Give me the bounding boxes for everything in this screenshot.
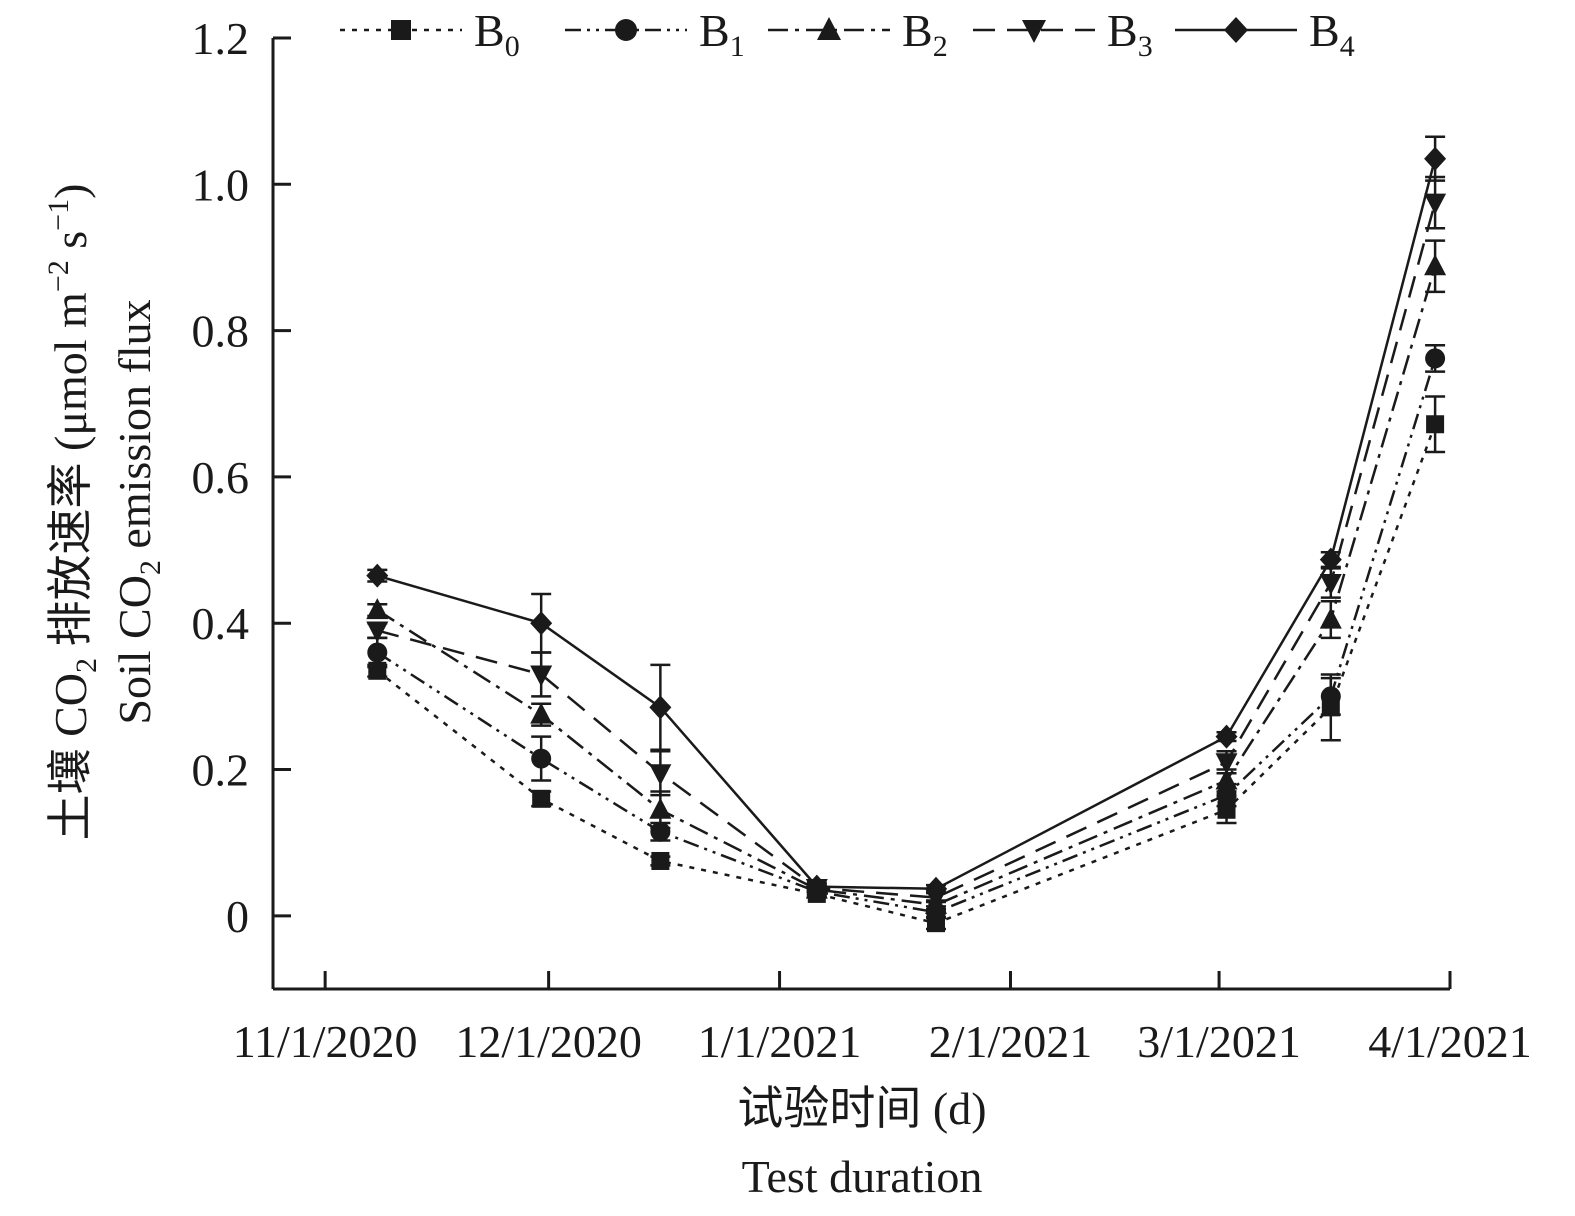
data-point <box>1320 686 1341 707</box>
x-tick-label: 3/1/2021 <box>1137 1016 1301 1067</box>
data-point <box>531 748 552 769</box>
y-title-en-part1: Soil CO <box>109 575 160 725</box>
data-point <box>1426 415 1445 434</box>
y-title-cn-part2: 排放速率 (μmol m <box>45 292 96 658</box>
legend-marker <box>1224 17 1248 43</box>
data-point <box>649 764 672 786</box>
x-axis-title-en: Test duration <box>742 1151 983 1202</box>
data-point <box>924 876 947 901</box>
data-point <box>1425 348 1446 369</box>
data-point <box>1319 573 1342 595</box>
series-B3 <box>366 175 1447 910</box>
data-point <box>1424 146 1447 171</box>
data-point <box>651 851 670 870</box>
legend: B0 B1 B2 B3 B4 <box>340 5 1355 63</box>
y-tick-label: 0.8 <box>192 306 250 357</box>
data-point <box>805 874 828 899</box>
y-tick-label: 0.2 <box>192 745 250 796</box>
x-tick-label: 12/1/2020 <box>455 1016 642 1067</box>
data-point <box>1215 768 1238 790</box>
y-axis-title-cn: 土壤 CO2 排放速率 (μmol m−2 s−1) <box>42 184 103 841</box>
legend-label: B4 <box>1309 5 1355 63</box>
legend-item-B3: B3 <box>973 5 1153 63</box>
y-title-en-part2: emission flux <box>109 299 160 560</box>
y-tick-label: 1.2 <box>192 13 250 64</box>
series-B4 <box>366 135 1447 901</box>
legend-label: B3 <box>1107 5 1153 63</box>
legend-marker <box>1022 20 1046 43</box>
legend-marker <box>817 17 841 40</box>
x-tick-label: 1/1/2021 <box>698 1016 862 1067</box>
series-line <box>376 423 1437 925</box>
data-point <box>530 611 553 636</box>
legend-item-B1: B1 <box>565 5 745 63</box>
legend-item-B0: B0 <box>340 5 520 63</box>
data-point <box>367 642 388 663</box>
series-B1 <box>367 343 1446 923</box>
data-point <box>1216 785 1237 806</box>
series-line <box>376 265 1437 907</box>
x-tick-label: 2/1/2021 <box>929 1016 1093 1067</box>
y-tick-label: 0.4 <box>192 598 250 649</box>
data-point <box>366 563 389 588</box>
legend-marker <box>615 19 637 41</box>
legend-label: B1 <box>699 5 745 63</box>
x-tick-label: 4/1/2021 <box>1368 1016 1532 1067</box>
series-line <box>376 358 1437 914</box>
data-point <box>1424 254 1447 276</box>
x-axis-title-cn: 试验时间 (d) <box>737 1083 986 1134</box>
data-point <box>1424 193 1447 215</box>
data-point <box>649 797 672 819</box>
data-point <box>366 621 389 643</box>
data-point <box>1215 724 1238 749</box>
data-point <box>532 789 551 808</box>
data-point <box>1319 547 1342 572</box>
axes: 0 0.2 0.4 0.6 0.8 1.0 1.2 11/1/2020 12/1/2020 1/1… <box>192 13 1532 1067</box>
data-point <box>649 695 672 720</box>
y-axis-title-en: Soil CO2 emission flux <box>109 299 167 724</box>
y-title-cn-part3: s <box>45 231 96 260</box>
legend-label: B0 <box>474 5 520 63</box>
legend-item-B2: B2 <box>768 5 948 63</box>
data-point <box>1319 607 1342 629</box>
y-title-cn-part4: ) <box>45 184 96 199</box>
y-tick-label: 1.0 <box>192 159 250 210</box>
data-point <box>366 598 389 620</box>
x-tick-label: 11/1/2020 <box>233 1016 418 1067</box>
y-title-cn-sub: 2 <box>70 658 103 673</box>
data-point <box>530 702 553 724</box>
series-B2 <box>366 239 1447 914</box>
data-point <box>650 821 671 842</box>
data-point <box>1215 753 1238 775</box>
y-title-cn-sup1: −2 <box>42 260 75 292</box>
series-line <box>376 202 1437 899</box>
y-title-cn-sup2: −1 <box>42 199 75 231</box>
legend-item-B4: B4 <box>1175 5 1355 63</box>
series-line <box>376 158 1437 891</box>
legend-marker <box>391 20 411 40</box>
legend-label: B2 <box>902 5 948 63</box>
y-title-en-sub: 2 <box>134 560 167 575</box>
y-title-cn-part1: 土壤 CO <box>45 673 96 840</box>
y-tick-label: 0 <box>226 891 249 942</box>
data-point <box>530 665 553 687</box>
y-tick-label: 0.6 <box>192 452 250 503</box>
series-group <box>366 135 1447 933</box>
